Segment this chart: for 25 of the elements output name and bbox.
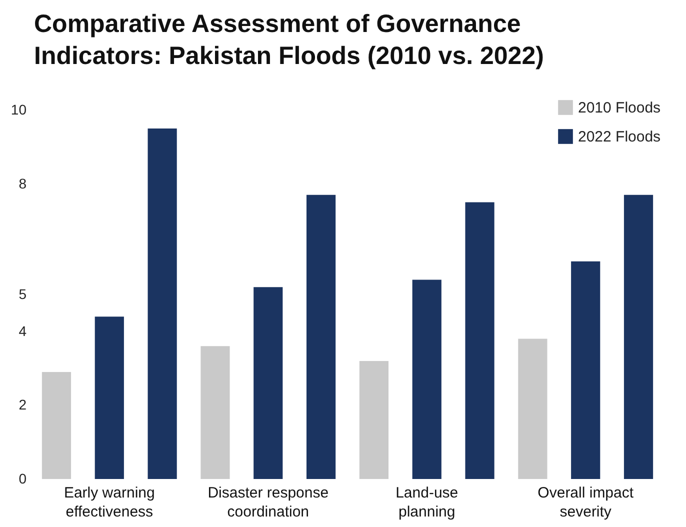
y-tick-label: 0 (18, 470, 27, 486)
x-tick-label: Land-use planning (396, 484, 458, 520)
bar (359, 360, 389, 479)
bar (571, 261, 600, 479)
bar (148, 128, 177, 479)
y-tick-label: 2 (18, 396, 27, 413)
y-tick-label: 10 (10, 102, 27, 118)
legend-label: 2010 Floods (578, 100, 661, 116)
y-tick-label: 8 (18, 175, 27, 192)
bar (94, 316, 124, 479)
bar (200, 346, 230, 479)
y-tick-label: 5 (18, 286, 27, 302)
legend-label: 2022 Floods (578, 128, 661, 146)
y-tick-label: 4 (18, 322, 27, 339)
chart-title: Comparative Assessment of Governance Indicators: Pakistan Floods (2010 vs. 2022) (34, 10, 544, 70)
bar (42, 372, 72, 479)
x-tick-label: Overall impact severity (538, 484, 634, 520)
x-tick-label: Disaster response coordination (208, 484, 329, 520)
bar (254, 287, 283, 479)
x-tick-label: Early warning effectiveness (64, 484, 155, 520)
bar (624, 194, 654, 479)
bar (465, 202, 494, 479)
bar (306, 194, 336, 479)
bar (412, 280, 442, 479)
bar (518, 338, 548, 479)
